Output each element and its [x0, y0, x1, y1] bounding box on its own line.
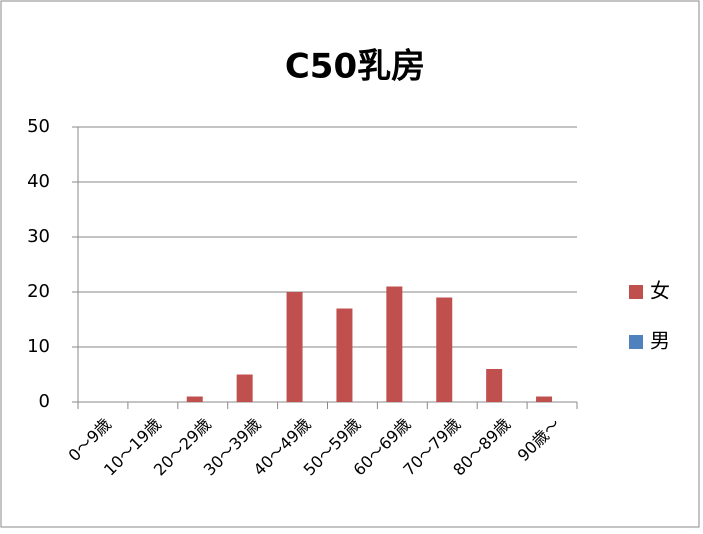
bar: [286, 292, 303, 402]
bar: [386, 286, 403, 402]
bar: [236, 374, 253, 402]
y-tick-label: 40: [27, 171, 50, 192]
bar: [486, 369, 503, 402]
y-tick-label: 20: [27, 281, 50, 302]
y-tick-label: 50: [27, 116, 50, 137]
legend-label: 女: [650, 279, 670, 303]
bar: [336, 308, 353, 402]
bar: [436, 297, 453, 402]
chart-title: C50乳房: [285, 47, 425, 87]
bar: [536, 396, 553, 402]
legend-swatch: [629, 335, 643, 349]
y-tick-label: 10: [27, 336, 50, 357]
legend-label: 男: [650, 329, 670, 353]
y-tick-label: 30: [27, 226, 50, 247]
y-tick-label: 0: [39, 391, 50, 412]
bar: [186, 396, 203, 402]
legend-swatch: [629, 285, 643, 299]
